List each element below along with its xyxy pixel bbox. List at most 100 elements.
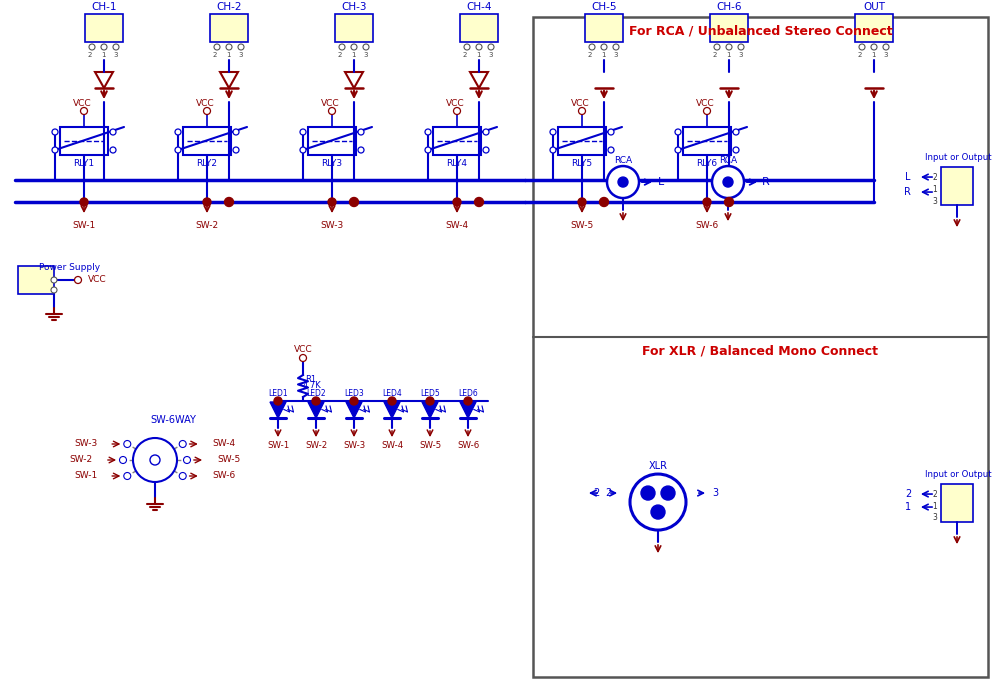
Text: LED5: LED5 — [420, 388, 440, 397]
Circle shape — [388, 397, 396, 405]
Circle shape — [226, 44, 232, 50]
Polygon shape — [308, 402, 324, 418]
Text: R: R — [762, 177, 770, 187]
Bar — [18, 266, 54, 294]
Circle shape — [550, 129, 556, 135]
Text: L: L — [658, 177, 664, 187]
Circle shape — [150, 455, 160, 465]
Circle shape — [426, 397, 434, 405]
Text: SW-6: SW-6 — [695, 221, 719, 230]
Circle shape — [214, 44, 220, 50]
Circle shape — [124, 440, 131, 448]
Circle shape — [80, 108, 88, 115]
Text: SW-4: SW-4 — [381, 442, 403, 451]
Circle shape — [80, 198, 88, 206]
Text: 1: 1 — [601, 52, 605, 58]
Text: VCC: VCC — [88, 275, 107, 284]
Circle shape — [233, 147, 239, 153]
Circle shape — [613, 44, 619, 50]
Circle shape — [600, 197, 608, 206]
Text: VCC: VCC — [696, 99, 714, 108]
Text: L: L — [906, 172, 911, 182]
Circle shape — [661, 486, 675, 500]
Text: 1: 1 — [226, 52, 230, 58]
Bar — [433, 127, 481, 155]
Circle shape — [723, 177, 733, 187]
Text: CH-3: CH-3 — [341, 2, 367, 12]
Text: SW-1: SW-1 — [267, 442, 289, 451]
Text: 2: 2 — [933, 172, 937, 181]
Circle shape — [483, 147, 489, 153]
Text: VCC: VCC — [446, 99, 464, 108]
Text: OUT: OUT — [863, 2, 885, 12]
Bar — [585, 14, 623, 42]
Text: 1: 1 — [933, 184, 937, 194]
Text: SW-6: SW-6 — [457, 442, 479, 451]
Text: 2: 2 — [605, 488, 611, 498]
Text: 3: 3 — [739, 52, 743, 58]
Circle shape — [726, 44, 732, 50]
Circle shape — [300, 147, 306, 153]
Circle shape — [883, 44, 889, 50]
Text: 3: 3 — [884, 52, 888, 58]
Text: 4.7K: 4.7K — [303, 382, 321, 391]
Text: SW-5: SW-5 — [419, 442, 441, 451]
Text: For XLR / Balanced Mono Connect: For XLR / Balanced Mono Connect — [642, 344, 879, 357]
Text: SW-6WAY: SW-6WAY — [150, 415, 196, 425]
Text: VCC: VCC — [321, 99, 339, 108]
Circle shape — [203, 198, 211, 206]
Circle shape — [351, 44, 357, 50]
Circle shape — [675, 147, 681, 153]
Text: CH-1: CH-1 — [91, 2, 117, 12]
Text: 2: 2 — [338, 52, 342, 58]
Text: SW-2: SW-2 — [195, 221, 219, 230]
Text: 1: 1 — [905, 502, 911, 512]
Circle shape — [453, 198, 461, 206]
Text: VCC: VCC — [73, 99, 91, 108]
Circle shape — [578, 108, 586, 115]
Circle shape — [133, 438, 177, 482]
Bar — [85, 14, 123, 42]
Circle shape — [110, 147, 116, 153]
Circle shape — [358, 129, 364, 135]
Text: 2: 2 — [213, 52, 217, 58]
Circle shape — [630, 474, 686, 530]
Text: SW-4: SW-4 — [445, 221, 469, 230]
Text: 3: 3 — [712, 488, 718, 498]
Bar — [533, 17, 988, 677]
Text: CH-5: CH-5 — [591, 2, 617, 12]
Circle shape — [350, 197, 358, 206]
Text: CH-2: CH-2 — [216, 2, 242, 12]
Circle shape — [733, 147, 739, 153]
Circle shape — [110, 129, 116, 135]
Text: 1: 1 — [351, 52, 355, 58]
Text: R1: R1 — [305, 375, 317, 384]
Text: RLY5: RLY5 — [571, 159, 593, 168]
Circle shape — [350, 397, 358, 405]
Text: 1: 1 — [933, 502, 937, 511]
Text: SW-1: SW-1 — [74, 471, 97, 480]
Text: RCA: RCA — [614, 155, 632, 164]
Circle shape — [358, 147, 364, 153]
Text: RCA: RCA — [719, 155, 737, 164]
Circle shape — [52, 129, 58, 135]
Circle shape — [618, 177, 628, 187]
Circle shape — [871, 44, 877, 50]
Circle shape — [464, 397, 472, 405]
Text: SW-6: SW-6 — [213, 471, 236, 480]
Circle shape — [483, 129, 489, 135]
Text: Input or Output: Input or Output — [925, 152, 991, 161]
Circle shape — [179, 440, 186, 448]
Polygon shape — [270, 402, 286, 418]
Circle shape — [233, 129, 239, 135]
Circle shape — [300, 129, 306, 135]
Circle shape — [328, 108, 336, 115]
Text: LED6: LED6 — [458, 388, 478, 397]
Circle shape — [51, 287, 57, 293]
Circle shape — [238, 44, 244, 50]
Circle shape — [608, 129, 614, 135]
Text: R: R — [904, 187, 911, 197]
Text: VCC: VCC — [294, 346, 312, 355]
Circle shape — [712, 166, 744, 198]
Circle shape — [601, 44, 607, 50]
